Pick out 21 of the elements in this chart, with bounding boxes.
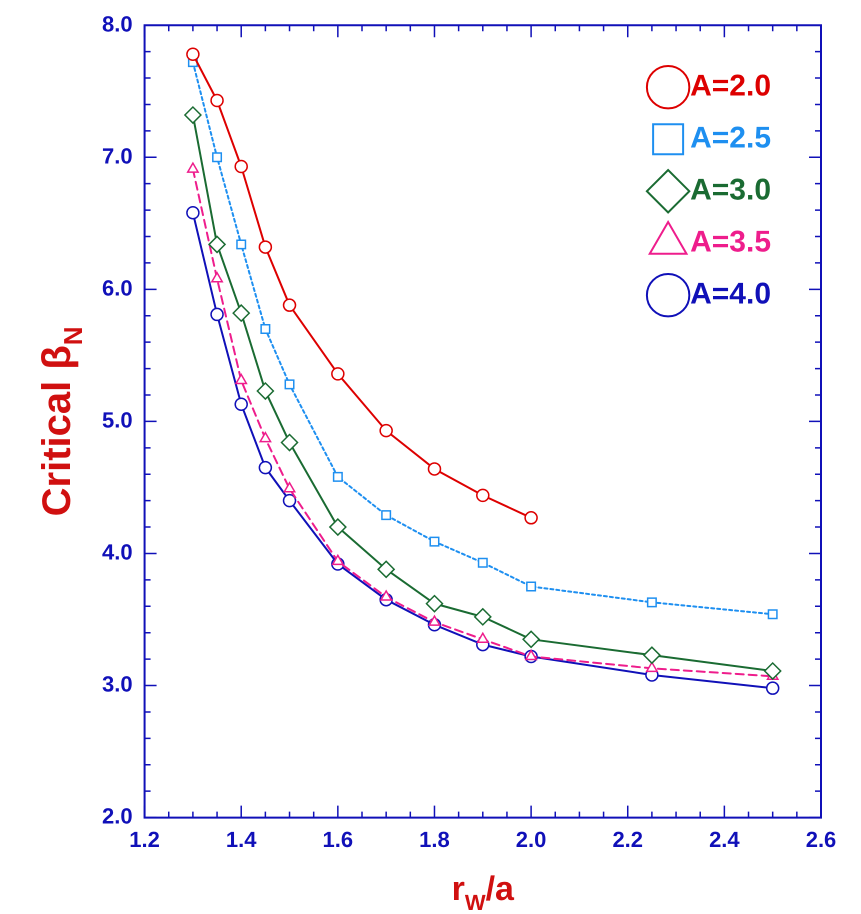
y-tick-label: 2.0 bbox=[102, 804, 133, 829]
x-tick-label: 1.4 bbox=[226, 826, 258, 852]
y-tick-label: 5.0 bbox=[102, 407, 133, 432]
legend-label: A=3.5 bbox=[690, 225, 771, 258]
x-tick-label: 2.0 bbox=[516, 826, 546, 852]
x-tick-label: 2.2 bbox=[612, 826, 644, 852]
legend-label: A=4.0 bbox=[690, 277, 771, 310]
legend-label: A=3.0 bbox=[690, 173, 771, 206]
x-tick-label: 2.6 bbox=[806, 826, 836, 852]
y-tick-label: 6.0 bbox=[102, 275, 133, 300]
y-tick-label: 3.0 bbox=[102, 672, 133, 697]
x-tick-label: 2.4 bbox=[709, 826, 740, 852]
y-tick-label: 7.0 bbox=[102, 143, 133, 168]
x-tick-label: 1.6 bbox=[322, 826, 354, 852]
y-tick-label: 8.0 bbox=[102, 11, 133, 36]
legend-label: A=2.5 bbox=[690, 121, 771, 154]
x-tick-label: 1.2 bbox=[129, 826, 160, 852]
y-axis-title: Critical βN bbox=[35, 326, 88, 516]
y-tick-label: 4.0 bbox=[102, 540, 133, 565]
legend-label: A=2.0 bbox=[690, 69, 771, 102]
x-tick-label: 1.8 bbox=[419, 826, 450, 852]
